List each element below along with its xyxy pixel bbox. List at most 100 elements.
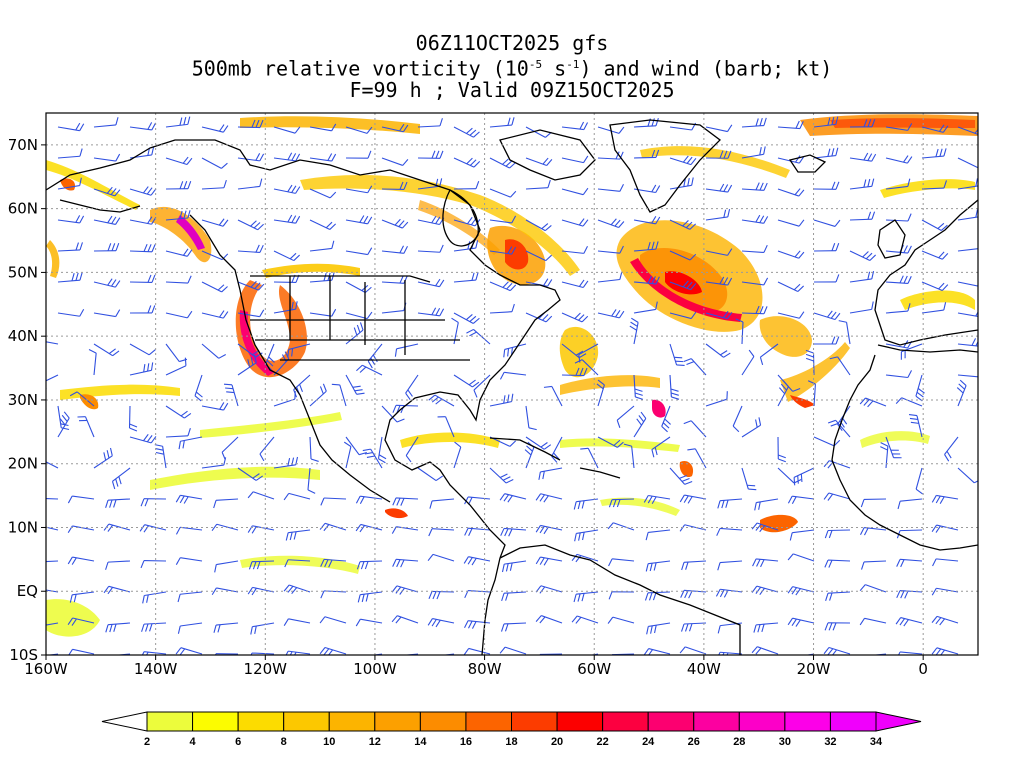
wind-barb bbox=[633, 411, 647, 438]
wind-barb bbox=[535, 615, 563, 624]
wind-barb bbox=[705, 248, 733, 256]
colorbar-label: 30 bbox=[779, 736, 791, 748]
colorbar-under-arrow bbox=[101, 711, 148, 732]
wind-barb bbox=[453, 374, 480, 388]
wind-barb bbox=[870, 653, 887, 655]
wind-barb bbox=[129, 343, 156, 356]
wind-barb bbox=[453, 157, 481, 168]
wind-barb bbox=[597, 245, 624, 254]
longitude-labels: 160W 140W 120W 100W 80W 60W 40W 20W 0 bbox=[24, 660, 928, 678]
wind-barb bbox=[651, 436, 671, 458]
wind-barb bbox=[273, 152, 301, 162]
wind-barb bbox=[139, 524, 167, 533]
lat-label: 70N bbox=[8, 136, 38, 154]
wind-barb bbox=[285, 529, 311, 541]
lat-label: 30N bbox=[8, 391, 38, 409]
wind-barb bbox=[356, 364, 383, 376]
wind-barb bbox=[895, 617, 923, 627]
wind-barb bbox=[201, 218, 229, 227]
wind-barb bbox=[223, 383, 239, 407]
wind-barb bbox=[345, 436, 367, 456]
wind-barb bbox=[489, 215, 517, 224]
wind-barb bbox=[741, 349, 755, 376]
wind-barb bbox=[741, 305, 768, 315]
wind-barb bbox=[741, 182, 768, 191]
wind-barb bbox=[194, 374, 203, 402]
lat-label: 50N bbox=[8, 263, 38, 281]
wind-barb bbox=[539, 653, 563, 655]
wind-barb bbox=[561, 155, 589, 164]
colorbar-swatch bbox=[829, 711, 877, 732]
wind-barb bbox=[273, 184, 301, 194]
wind-barb bbox=[489, 188, 517, 198]
wind-barb bbox=[669, 155, 697, 166]
wind-barb bbox=[309, 153, 337, 162]
wind-barb bbox=[464, 527, 491, 536]
wind-barb bbox=[859, 617, 887, 626]
wind-barb bbox=[499, 493, 527, 503]
wind-barb bbox=[525, 250, 552, 262]
wind-barb bbox=[885, 178, 911, 190]
wind-barb bbox=[921, 250, 949, 260]
wind-barb bbox=[787, 617, 815, 627]
wind-barb bbox=[213, 498, 239, 509]
wind-barb bbox=[813, 336, 840, 345]
title-line-1: 06Z11OCT2025 gfs bbox=[415, 31, 609, 55]
wind-barb bbox=[46, 622, 59, 626]
wind-barb bbox=[88, 349, 97, 376]
wind-barb bbox=[623, 443, 635, 469]
wind-barb bbox=[705, 391, 728, 407]
wind-barb bbox=[273, 301, 298, 314]
wind-barb bbox=[849, 301, 874, 314]
wind-barb bbox=[500, 527, 527, 537]
wind-barb bbox=[355, 618, 383, 627]
wind-barb bbox=[751, 646, 779, 655]
wind-barb bbox=[597, 126, 625, 134]
wind-barb bbox=[885, 155, 913, 164]
wind-barb bbox=[849, 119, 876, 128]
wind-barb bbox=[453, 312, 480, 324]
wind-barb bbox=[683, 358, 707, 376]
wind-barb bbox=[237, 219, 264, 231]
lon-label: 60W bbox=[577, 660, 611, 678]
wind-barb bbox=[525, 219, 552, 232]
wind-barb bbox=[273, 214, 301, 224]
wind-barb bbox=[129, 216, 157, 225]
wind-barb bbox=[597, 309, 625, 319]
wind-barb bbox=[93, 186, 121, 197]
wind-barb bbox=[885, 436, 902, 459]
wind-barb bbox=[608, 558, 635, 567]
wind-barb bbox=[944, 436, 959, 462]
wind-barb bbox=[237, 354, 257, 376]
wind-barb bbox=[489, 117, 515, 128]
wind-barb bbox=[679, 646, 707, 655]
wind-barb bbox=[165, 180, 192, 190]
wind-barb bbox=[141, 622, 167, 632]
wind-barb bbox=[128, 405, 138, 432]
wind-barb bbox=[860, 560, 887, 570]
colorbar-swatch bbox=[283, 711, 330, 732]
wind-barb bbox=[633, 216, 661, 225]
wind-barb bbox=[827, 419, 851, 438]
lon-label: 100W bbox=[353, 660, 397, 678]
wind-barb bbox=[165, 156, 193, 166]
wind-barb bbox=[717, 622, 743, 634]
wind-barb bbox=[957, 248, 978, 252]
colorbar-label: 14 bbox=[414, 736, 427, 748]
wind-barb bbox=[813, 242, 840, 252]
colorbar-swatch bbox=[192, 711, 239, 732]
wind-barb bbox=[140, 498, 167, 507]
wind-barb bbox=[813, 219, 841, 227]
wind-barb bbox=[633, 149, 660, 159]
wind-barb bbox=[753, 622, 779, 633]
wind-barb bbox=[428, 528, 455, 537]
wind-barb bbox=[165, 310, 193, 319]
wind-barb bbox=[669, 343, 685, 366]
wind-barb bbox=[331, 383, 347, 407]
colorbar-over-arrow bbox=[875, 711, 922, 732]
wind-barb bbox=[417, 118, 443, 128]
wind-barb bbox=[921, 180, 948, 190]
wind-barb bbox=[793, 467, 815, 486]
wind-barb bbox=[57, 215, 85, 224]
wind-barb bbox=[392, 558, 419, 568]
